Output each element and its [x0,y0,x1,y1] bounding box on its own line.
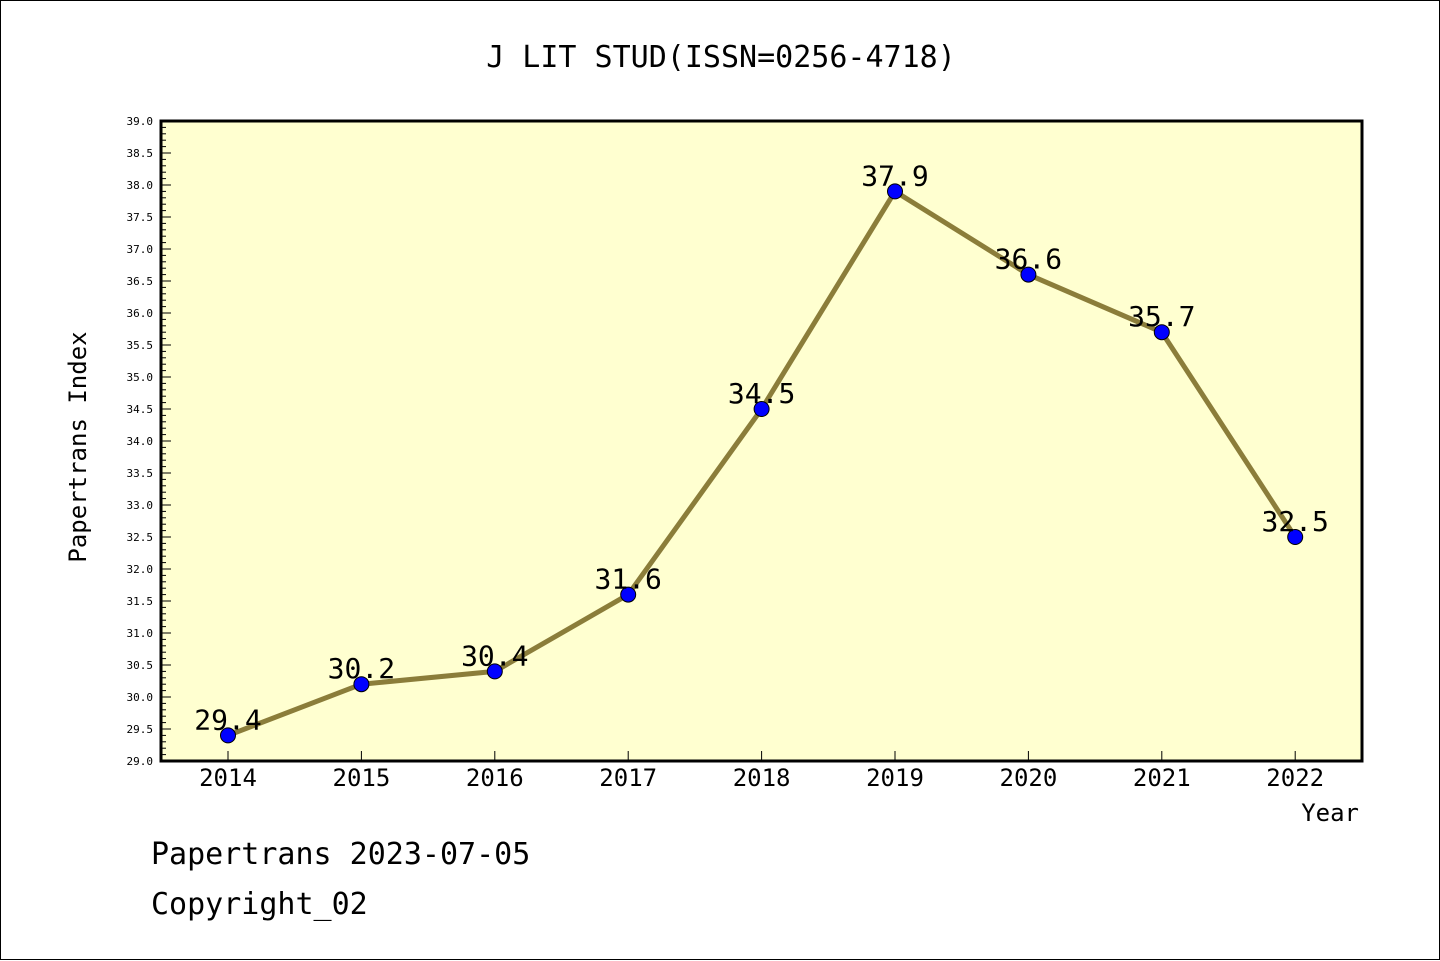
data-point [486,663,503,680]
plot-area [159,119,1364,763]
data-label: 35.7 [1128,300,1195,333]
y-tick-label: 30.5 [127,659,154,672]
y-tick-label: 34.0 [127,435,154,448]
y-tick-label: 38.5 [127,147,154,160]
chart-title: J LIT STUD(ISSN=0256-4718) [486,40,956,75]
data-label: 30.2 [328,652,395,685]
y-tick-label: 36.5 [127,275,154,288]
data-labels-group: 29.4 30.2 30.4 31.6 34.5 37.9 36.6 35.7 32.5 [194,159,1329,736]
x-axis-ticks: 2014 2015 2016 2017 2018 2019 2020 2021 2022 [199,751,1324,792]
data-label: 37.9 [861,159,928,192]
y-tick-label: 33.0 [127,499,154,512]
data-point [1287,529,1304,545]
y-tick-label: 29.5 [127,723,154,736]
x-tick-label: 2016 [466,764,524,792]
data-point [1020,266,1037,283]
series-line-group [220,183,1304,744]
y-tick-label: 39.0 [127,115,154,128]
x-axis-label: Year [1301,799,1359,827]
x-tick-label: 2017 [599,764,657,792]
data-label: 30.4 [461,639,528,672]
x-tick-label: 2015 [333,764,391,792]
y-tick-label: 29.0 [127,755,154,768]
x-tick-label: 2014 [199,764,257,792]
y-tick-label: 32.5 [127,531,154,544]
data-label: 34.5 [728,377,795,410]
y-tick-label: 31.5 [127,595,154,608]
y-tick-label: 38.0 [127,179,154,192]
x-tick-label: 2018 [733,764,791,792]
data-label: 36.6 [995,243,1062,276]
data-label: 31.6 [594,563,661,596]
y-tick-label: 30.0 [127,691,154,704]
x-tick-label: 2019 [866,764,924,792]
data-label: 32.5 [1261,505,1328,538]
y-tick-label: 37.5 [127,211,154,224]
y-tick-label: 36.0 [127,307,154,320]
data-point [753,401,770,417]
footer-copyright: Copyright_02 [151,887,368,922]
y-tick-label: 37.0 [127,243,154,256]
y-tick-label: 32.0 [127,563,154,576]
y-axis-label: Papertrans Index [64,331,92,562]
x-tick-label: 2022 [1266,764,1324,792]
data-point [220,727,236,744]
y-tick-label: 35.5 [127,339,154,352]
y-tick-label: 34.5 [127,403,154,416]
y-tick-label: 35.0 [127,371,154,384]
x-tick-label: 2021 [1133,764,1191,792]
y-tick-label: 33.5 [127,467,154,480]
data-point [353,676,370,693]
footer-date: Papertrans 2023-07-05 [151,837,531,872]
y-tick-label: 31.0 [127,627,154,640]
x-tick-label: 2020 [1000,764,1058,792]
data-point [1153,324,1170,341]
data-point [620,586,637,603]
data-point [887,183,903,200]
y-axis-ticks: 29.0 29.5 30.0 30.5 31.0 31.5 32.0 32.5 33.0 33.5… [127,115,171,768]
data-label: 29.4 [194,703,261,736]
